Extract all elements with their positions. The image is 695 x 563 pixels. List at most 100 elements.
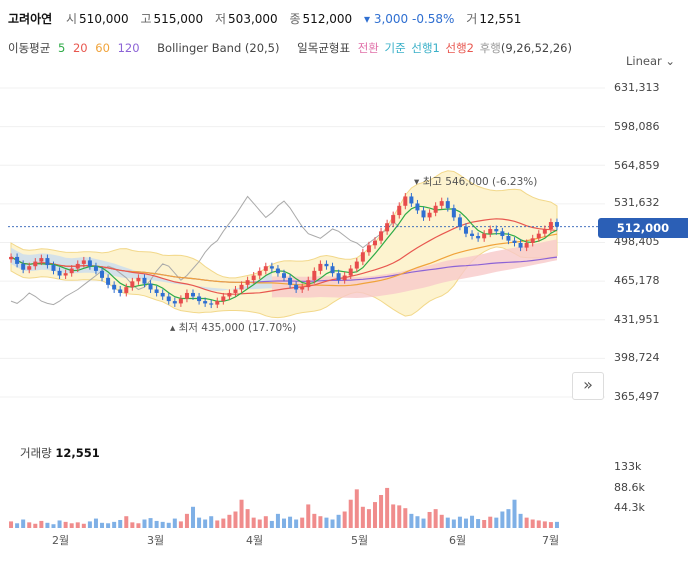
volume-bar bbox=[506, 509, 511, 528]
x-tick: 3월 bbox=[147, 534, 165, 547]
volume-bar bbox=[379, 495, 384, 528]
volume-bar bbox=[215, 520, 220, 528]
volume-bar bbox=[15, 523, 20, 528]
volume-bar bbox=[385, 487, 390, 528]
volume-bar bbox=[269, 520, 274, 528]
candle bbox=[166, 296, 171, 302]
x-tick: 7월 bbox=[542, 534, 560, 547]
volume-bar bbox=[39, 520, 44, 528]
volume-bar bbox=[203, 519, 208, 528]
volume-bar bbox=[554, 521, 559, 528]
scale-mode-label: Linear bbox=[626, 54, 662, 68]
candle bbox=[542, 229, 547, 234]
volume-panel-header: 거래량 12,551 bbox=[20, 445, 100, 461]
double-chevron-right-icon: » bbox=[583, 375, 593, 394]
volume-bar bbox=[397, 505, 402, 528]
volume-bar bbox=[463, 518, 468, 528]
volume-bar bbox=[221, 518, 226, 528]
volume-bar bbox=[209, 516, 214, 528]
volume-bar bbox=[197, 517, 202, 528]
candle bbox=[409, 196, 414, 204]
candle bbox=[451, 208, 456, 218]
candle bbox=[124, 287, 129, 293]
volume-panel-value: 12,551 bbox=[55, 446, 100, 460]
volume-bar bbox=[130, 522, 135, 528]
scale-mode-dropdown[interactable]: Linear ⌄ bbox=[626, 54, 675, 68]
candle bbox=[51, 265, 56, 271]
candle bbox=[336, 273, 341, 281]
candle bbox=[379, 231, 384, 241]
volume-bar bbox=[548, 522, 553, 528]
candle bbox=[554, 222, 559, 227]
candle bbox=[154, 289, 159, 293]
volume-bar bbox=[63, 521, 68, 528]
candle bbox=[324, 263, 329, 267]
volume-bar bbox=[318, 516, 323, 528]
volume-bar bbox=[233, 511, 238, 528]
candle bbox=[45, 258, 50, 266]
volume-bar bbox=[445, 517, 450, 528]
volume-bar bbox=[112, 521, 117, 528]
volume-bar bbox=[470, 515, 475, 528]
y-tick: 398,724 bbox=[614, 351, 660, 364]
volume-bar bbox=[45, 522, 50, 528]
volume-bar bbox=[421, 518, 426, 528]
candle bbox=[366, 245, 371, 253]
expand-chart-button[interactable]: » bbox=[572, 372, 604, 400]
volume-bar bbox=[354, 489, 359, 528]
candle bbox=[130, 281, 135, 288]
candle bbox=[9, 256, 14, 260]
close-value: 512,000 bbox=[302, 12, 353, 26]
candle bbox=[536, 233, 541, 239]
volume-bar bbox=[312, 513, 317, 528]
volume-bar bbox=[51, 524, 56, 528]
volume-bar bbox=[124, 516, 129, 528]
candle bbox=[75, 263, 80, 269]
volume-bar bbox=[275, 513, 280, 528]
candle bbox=[318, 263, 323, 271]
candle bbox=[197, 296, 202, 302]
candle bbox=[203, 301, 208, 304]
volume-bar bbox=[239, 499, 244, 528]
ichimoku-label[interactable]: 일목균형표 bbox=[297, 41, 351, 55]
change-value: ▾ 3,000 -0.58% bbox=[364, 12, 455, 26]
volume-bar bbox=[360, 506, 365, 528]
candle bbox=[506, 235, 511, 241]
candle bbox=[239, 284, 244, 290]
volume-bar bbox=[118, 519, 123, 528]
ma20-label: 20 bbox=[72, 41, 88, 55]
volume-bar bbox=[342, 511, 347, 528]
volume-y-tick: 88.6k bbox=[614, 481, 645, 494]
volume-bar bbox=[282, 518, 286, 528]
candle bbox=[251, 275, 256, 281]
volume-bar bbox=[300, 517, 305, 528]
candle bbox=[348, 268, 353, 276]
volume-bar bbox=[178, 521, 183, 528]
volume-bar bbox=[251, 517, 256, 528]
y-tick: 465,178 bbox=[614, 274, 660, 287]
volume-bar bbox=[294, 519, 299, 528]
candle bbox=[397, 205, 402, 216]
volume-bar bbox=[336, 514, 341, 528]
bollinger-label[interactable]: Bollinger Band (20,5) bbox=[157, 41, 280, 55]
candle bbox=[385, 223, 390, 232]
stock-name: 고려아연 bbox=[8, 12, 53, 26]
candle bbox=[512, 240, 517, 243]
ichimoku-base: 기준 bbox=[384, 41, 406, 55]
volume-bar bbox=[542, 521, 547, 528]
x-tick: 2월 bbox=[52, 534, 70, 547]
volume-bar bbox=[142, 519, 147, 528]
candle bbox=[482, 233, 487, 239]
volume-bar bbox=[148, 518, 153, 528]
volume-bar bbox=[154, 520, 159, 528]
candle bbox=[354, 261, 359, 269]
candle bbox=[184, 292, 189, 299]
volume-bar bbox=[433, 509, 438, 528]
close-label: 종 bbox=[289, 12, 301, 26]
volume-y-tick: 133k bbox=[614, 460, 642, 473]
ma-label[interactable]: 이동평균 bbox=[8, 41, 51, 55]
candle bbox=[518, 242, 523, 248]
volume-bar bbox=[9, 521, 14, 528]
candle bbox=[221, 296, 226, 302]
